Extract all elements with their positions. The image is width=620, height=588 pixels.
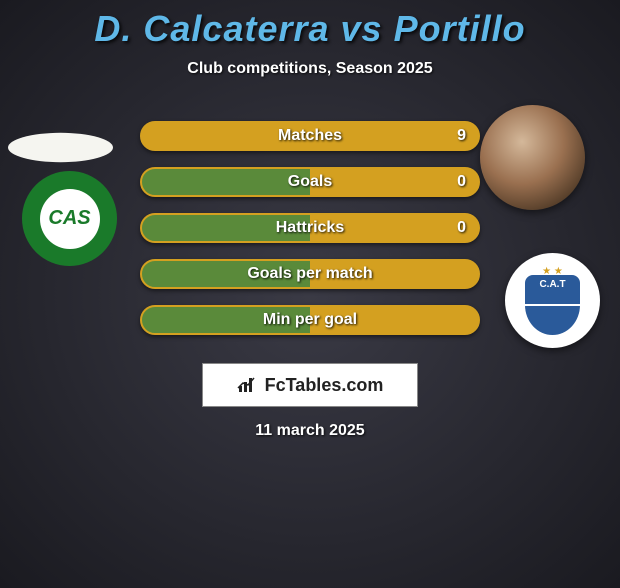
date-label: 11 march 2025 [0, 422, 620, 440]
stat-label: Min per goal [263, 311, 357, 329]
stat-row: Min per goal [140, 305, 480, 335]
stat-value-right: 9 [457, 127, 466, 145]
stat-label: Hattricks [276, 219, 344, 237]
club-right-badge: ★ ★ C.A.T [505, 253, 600, 348]
stat-label: Matches [278, 127, 342, 145]
bar-chart-icon [237, 376, 259, 394]
stat-row: Goals per match [140, 259, 480, 289]
club-left-badge: CAS [22, 171, 117, 266]
stat-row: Matches 9 [140, 121, 480, 151]
stats-list: Matches 9 Goals 0 Hattricks 0 Goals per match M… [140, 121, 480, 351]
comparison-area: CAS ★ ★ C.A.T Matches9Goals0Hattricks0Go… [0, 113, 620, 373]
stat-value-right: 0 [457, 173, 466, 191]
stat-row: Hattricks 0 [140, 213, 480, 243]
stat-row: Goals 0 [140, 167, 480, 197]
club-right-shield-icon: C.A.T [525, 275, 580, 335]
fctables-logo[interactable]: FcTables.com [202, 363, 418, 407]
club-left-initials: CAS [40, 189, 100, 249]
player-left-avatar [8, 133, 113, 162]
stat-label: Goals per match [247, 265, 372, 283]
subtitle: Club competitions, Season 2025 [0, 60, 620, 78]
page-title: D. Calcaterra vs Portillo [0, 8, 620, 50]
club-right-initials: C.A.T [539, 279, 565, 290]
logo-text: FcTables.com [265, 375, 384, 396]
player-right-avatar [480, 105, 585, 210]
stat-value-right: 0 [457, 219, 466, 237]
stat-label: Goals [288, 173, 332, 191]
